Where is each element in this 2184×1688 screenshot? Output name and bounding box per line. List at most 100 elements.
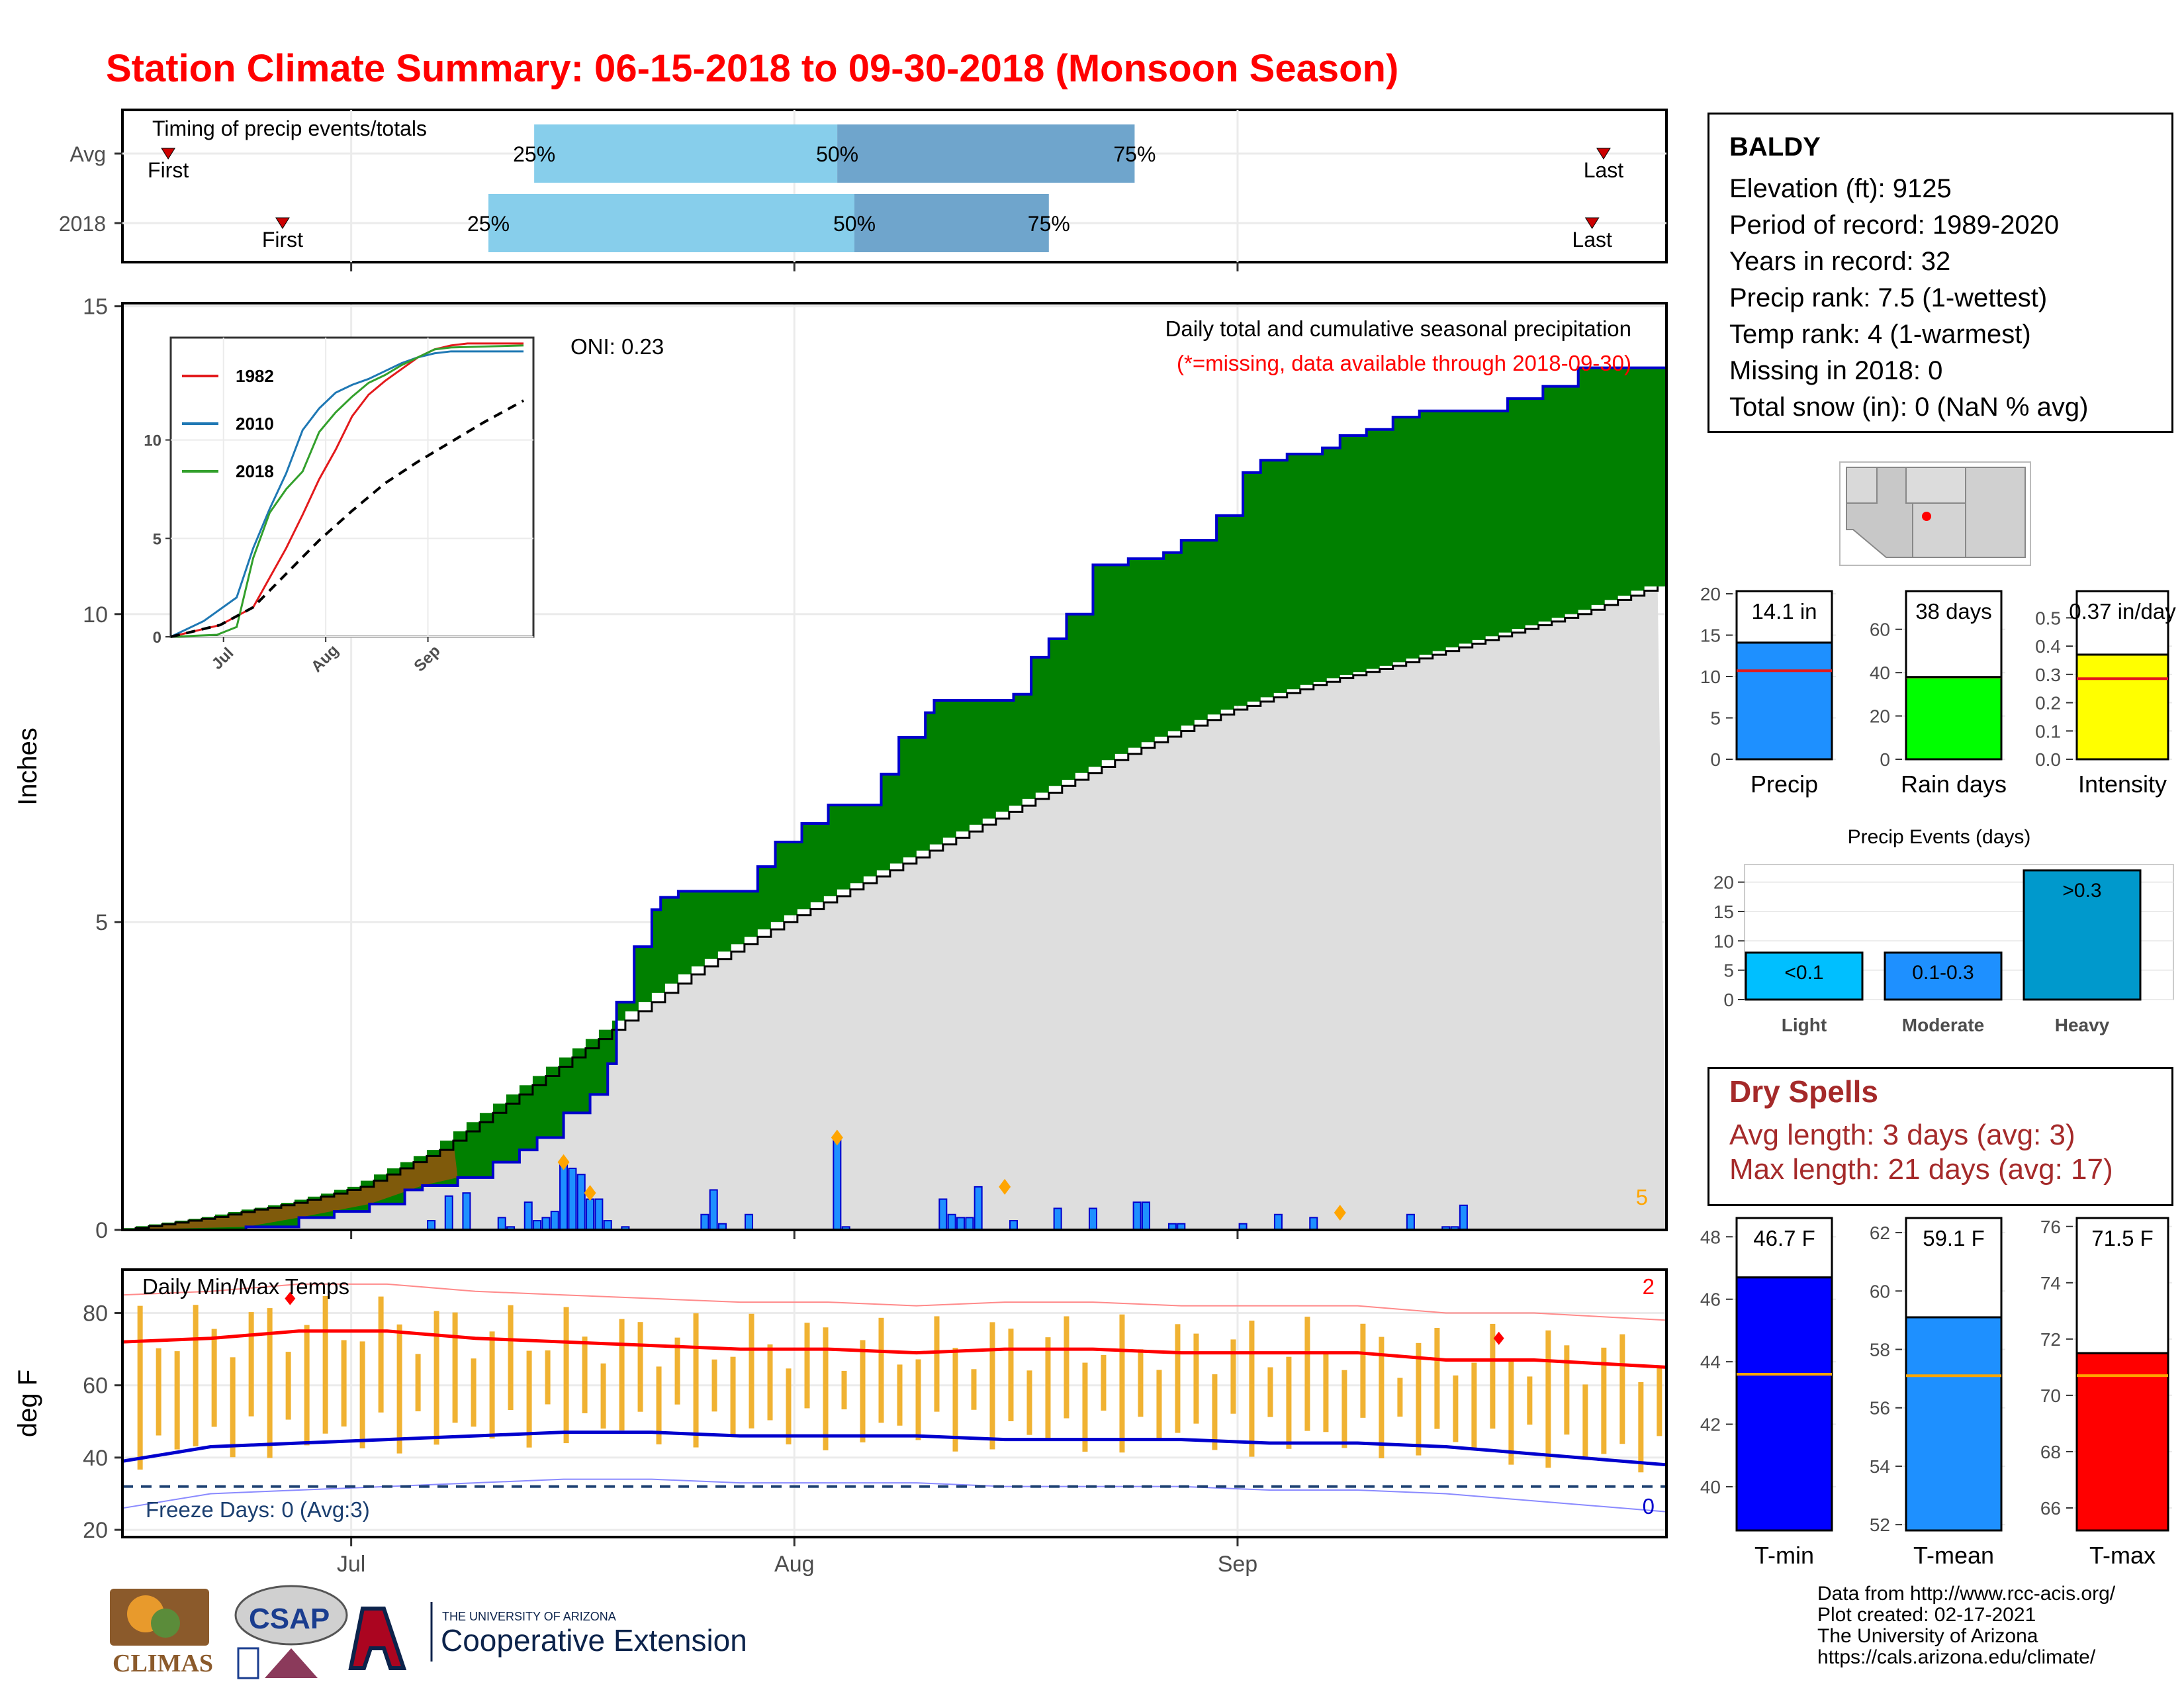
inset-y-tick-label: 5 <box>153 530 161 548</box>
daily-temp-bar <box>396 1324 402 1454</box>
t-max-bar <box>2075 1352 2169 1532</box>
timing-marker <box>275 217 290 229</box>
events-value-label: >0.3 <box>2062 880 2101 902</box>
events-y-tick-label: 20 <box>1713 872 1734 893</box>
daily-temp-bar <box>915 1359 921 1440</box>
daily-temp-bar <box>1323 1352 1329 1432</box>
timing-bar-25-50 <box>534 124 838 183</box>
daily-temp-bar <box>156 1348 161 1436</box>
dry-spells-avg: Avg length: 3 days (avg: 3) <box>1729 1119 2075 1151</box>
precip-total-y-tick-label: 10 <box>1700 667 1721 687</box>
t-mean-y-tick-label: 54 <box>1870 1456 1890 1477</box>
daily-temp-bar <box>934 1316 940 1412</box>
daily-temp-bar <box>1082 1362 1088 1452</box>
daily-temp-bar <box>989 1322 995 1450</box>
intensity-value-label: 0.37 in/day <box>2069 599 2176 624</box>
summary-bars: 0 5 10 15 20 14.1 in Precip 0 20 40 60 38 days Rain … <box>1700 584 2176 798</box>
record-max-count: 2 <box>1643 1274 1655 1299</box>
events-y-tick-label: 10 <box>1713 931 1734 951</box>
events-y-tick-label: 5 <box>1723 961 1734 981</box>
inset-y-tick-label: 0 <box>153 629 161 647</box>
rain-days-label-box <box>1905 590 2003 679</box>
daily-temp-bar <box>1064 1316 1069 1419</box>
daily-temp-bar <box>545 1350 551 1405</box>
intensity-y-tick-label: 0.3 <box>2035 665 2061 685</box>
inset-frame <box>169 336 535 638</box>
temp-y-tick-label: 80 <box>83 1301 108 1327</box>
t-min-value-label: 46.7 F <box>1753 1226 1815 1250</box>
intensity-y-tick-label: 0.4 <box>2035 636 2061 657</box>
daily-temp-bar <box>582 1336 588 1413</box>
events-category-label: Moderate <box>1902 1015 1984 1035</box>
rain-days-bar <box>1905 676 2003 761</box>
daily-temp-bar <box>1638 1382 1644 1473</box>
daily-temp-bar <box>267 1308 273 1458</box>
credit-url: https://cals.arizona.edu/climate/ <box>1817 1646 2096 1668</box>
daily-temp-bar <box>1453 1375 1459 1442</box>
t-max-y-tick-label: 74 <box>2040 1273 2061 1293</box>
daily-temp-bar <box>1360 1323 1366 1418</box>
daily-temp-bar <box>285 1352 291 1420</box>
daily-precip-bar <box>709 1189 718 1231</box>
daily-record-marker <box>831 1129 843 1146</box>
t-min-label-box <box>1735 1217 1833 1279</box>
daily-precip-bar <box>956 1217 965 1231</box>
daily-temp-bar <box>341 1340 347 1427</box>
daily-temp-bar <box>1267 1367 1273 1417</box>
daily-temp-bar <box>1471 1362 1477 1449</box>
events-value-label: <0.1 <box>1784 962 1823 984</box>
temp-x-tick-label: Sep <box>1218 1552 1258 1577</box>
timing-row-label: 2018 <box>59 212 106 236</box>
temp-x-tick-label: Jul <box>337 1552 365 1577</box>
daily-precip-bar <box>497 1217 506 1231</box>
precip-total-category-label: Precip <box>1751 771 1818 798</box>
timing-first-label: First <box>148 158 189 182</box>
events-title: Precip Events (days) <box>1848 826 2031 848</box>
daily-temp-bar <box>1026 1370 1032 1435</box>
t-max-y-tick-label: 68 <box>2040 1442 2061 1462</box>
rain-days-y-tick-label: 40 <box>1870 663 1890 683</box>
daily-temp-bar <box>508 1305 514 1410</box>
average-cumulative-line <box>122 586 1659 1231</box>
daily-temp-bar <box>1138 1349 1144 1417</box>
cumulative-surplus-area <box>122 367 1666 1230</box>
precip-chart-subtitle: (*=missing, data available through 2018-… <box>1177 351 1631 375</box>
daily-temp-bar <box>230 1357 236 1458</box>
daily-precip-bar <box>541 1217 551 1231</box>
cumulative-deficit-area <box>122 1141 458 1230</box>
daily-temp-bar <box>878 1317 884 1423</box>
daily-temp-bar <box>1601 1347 1607 1454</box>
rain-days-value-label: 38 days <box>1915 599 1992 624</box>
t-mean-y-tick-label: 62 <box>1870 1223 1890 1243</box>
t-min-y-tick-label: 40 <box>1700 1477 1721 1497</box>
inset-legend-label: 2010 <box>236 414 274 434</box>
record-max-marker <box>285 1291 296 1305</box>
inset-series-line <box>170 344 524 638</box>
daily-temp-bar <box>378 1296 384 1413</box>
credit-plot-date: Plot created: 02-17-2021 <box>1817 1604 2036 1626</box>
daily-precip-bar <box>1132 1201 1142 1231</box>
daily-temp-bar <box>1286 1356 1292 1449</box>
events-bar <box>2023 869 2142 1001</box>
t-max-label-box <box>2075 1217 2169 1354</box>
daily-precip-bar <box>533 1220 542 1231</box>
record-min-count: 0 <box>1643 1494 1655 1519</box>
average-cumulative-area <box>122 586 1666 1230</box>
daily-temp-bar <box>322 1295 328 1434</box>
timing-marker <box>1596 148 1611 160</box>
daily-precip-bar <box>576 1174 586 1231</box>
t-mean-value-label: 59.1 F <box>1923 1226 1985 1250</box>
avg-max-line <box>122 1329 1667 1369</box>
temp-y-axis-label: deg F <box>13 1370 42 1437</box>
daily-precip-bar <box>462 1192 471 1231</box>
inset-y-tick-label: 10 <box>144 432 161 450</box>
daily-temp-bar <box>248 1312 254 1417</box>
daily-temp-bar <box>1397 1378 1403 1417</box>
t-max-y-tick-label: 76 <box>2040 1217 2061 1237</box>
t-mean-y-tick-label: 60 <box>1870 1281 1890 1301</box>
t-max-category-label: T-max <box>2089 1542 2156 1569</box>
climas-logo: CLIMAS <box>110 1589 213 1677</box>
station-temp-rank: Temp rank: 4 (1-warmest) <box>1729 320 2031 349</box>
precip-total-value-label: 14.1 in <box>1751 599 1817 624</box>
daily-precip-bar <box>947 1213 956 1231</box>
